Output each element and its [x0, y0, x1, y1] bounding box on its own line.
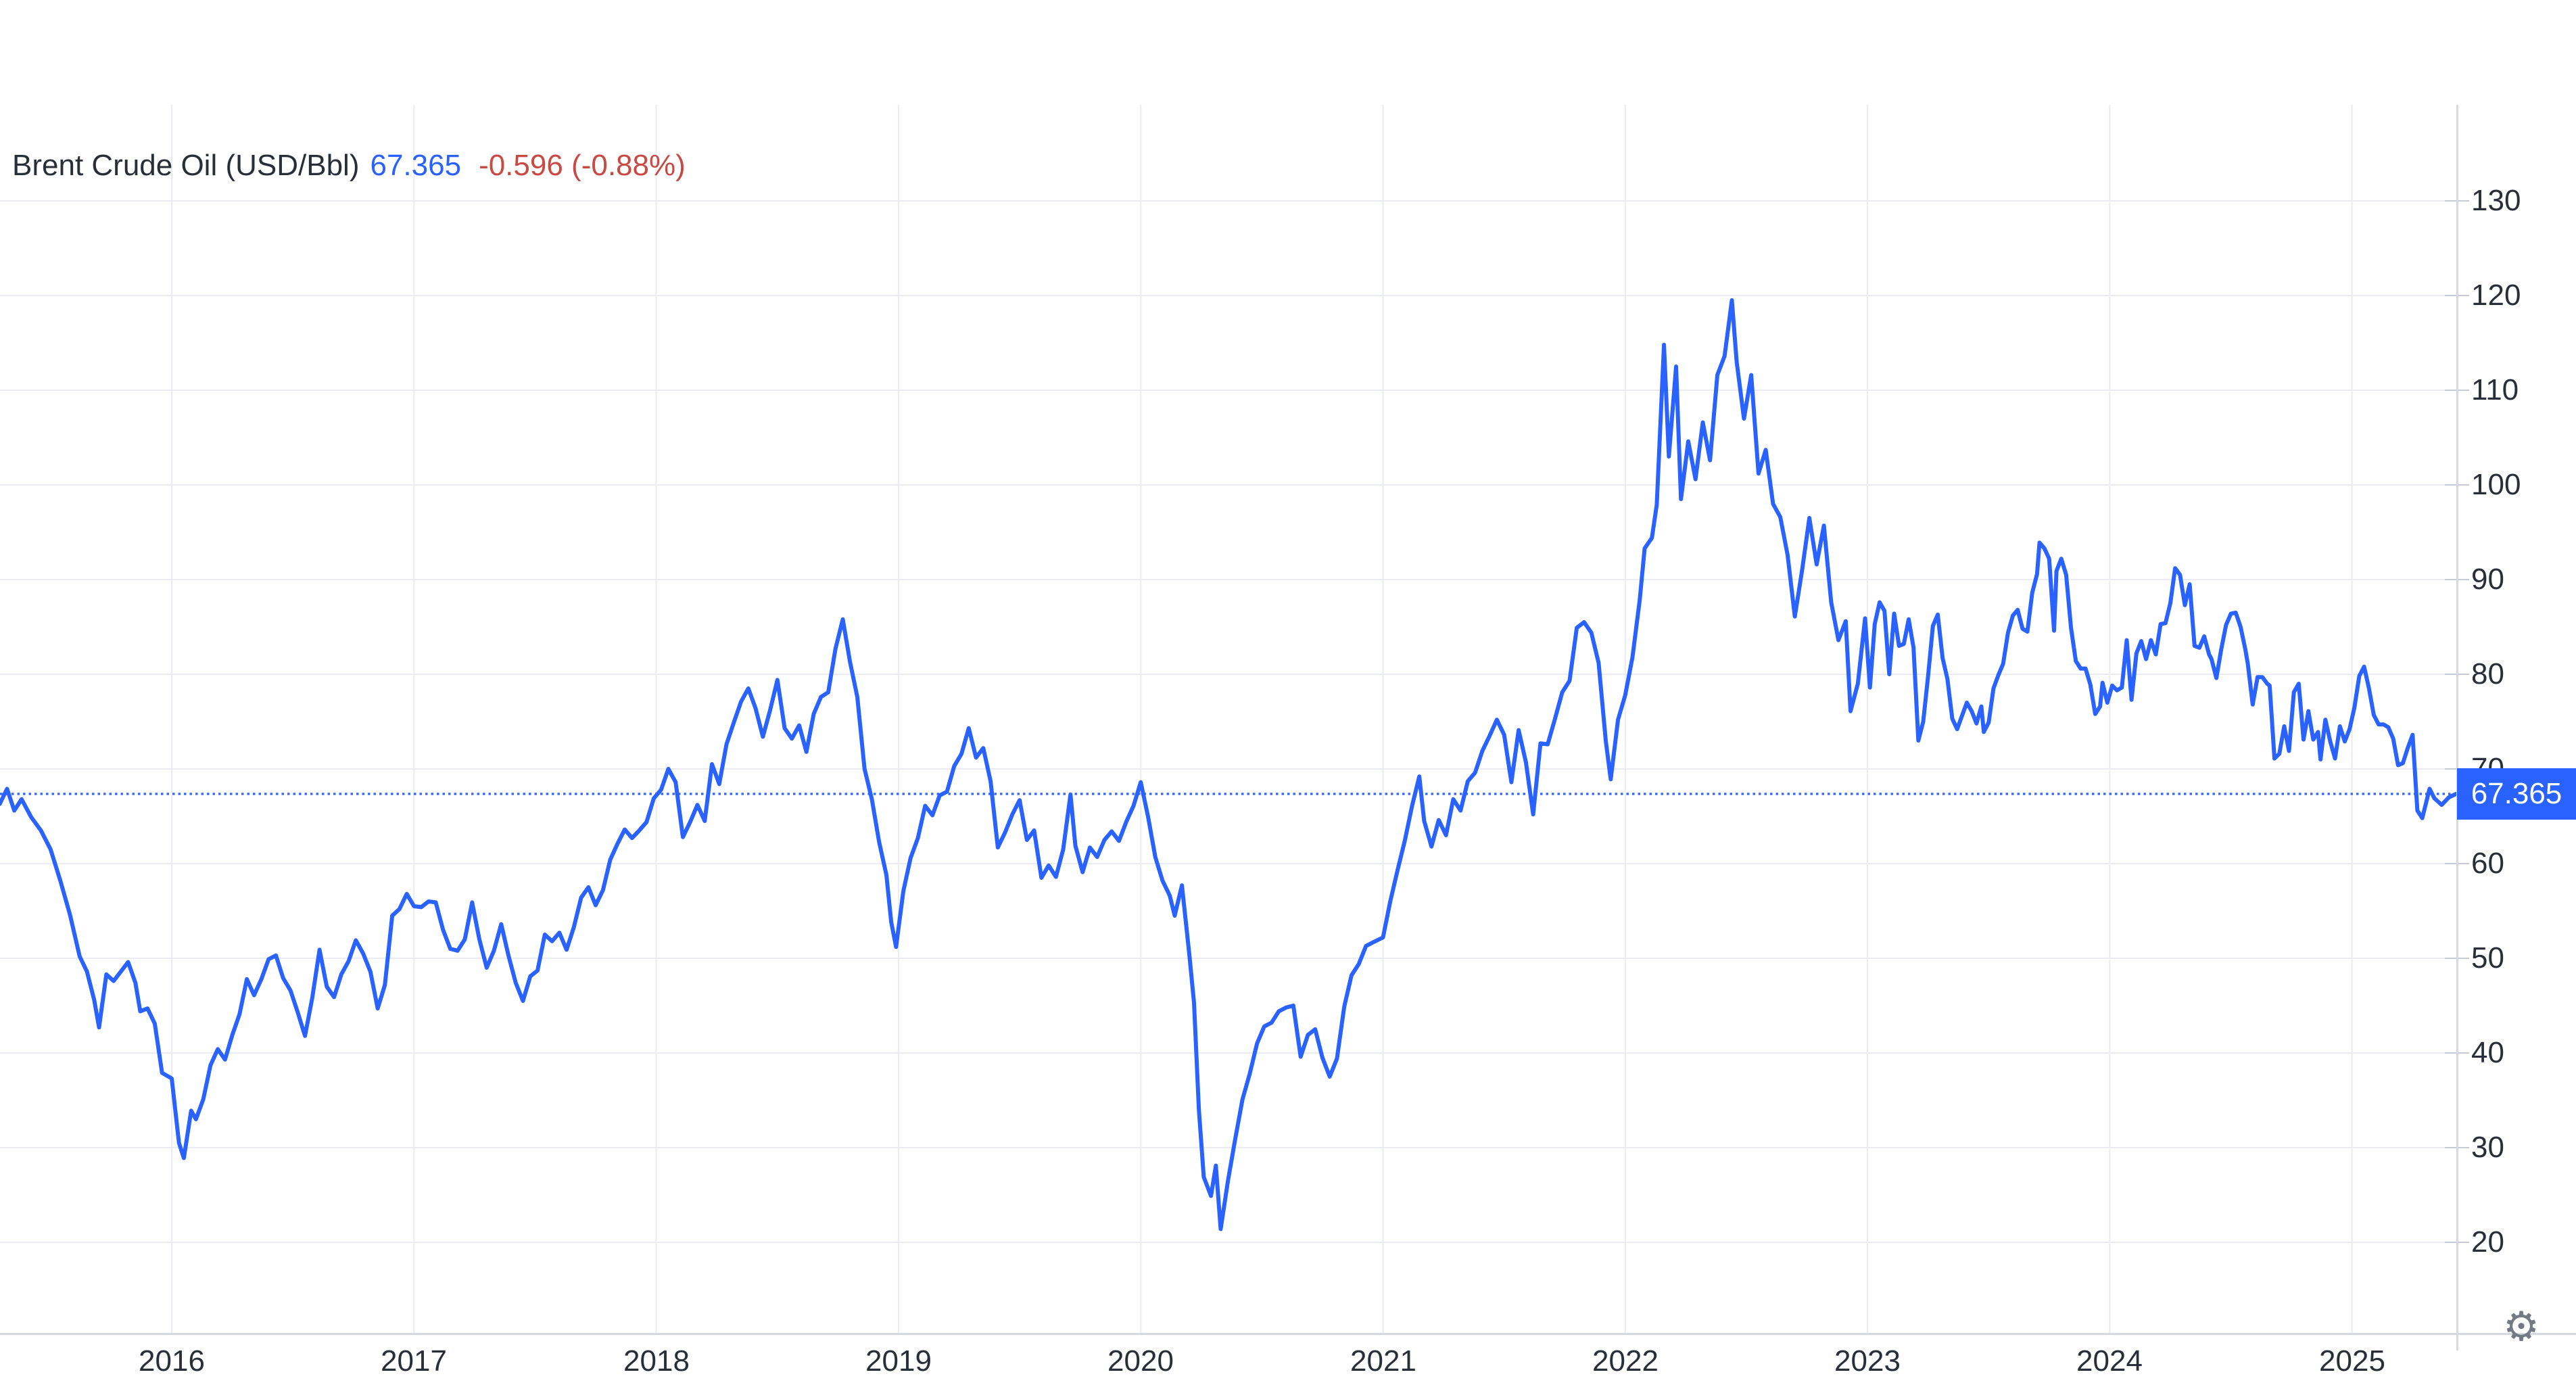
price-tick-label: 130: [2471, 184, 2521, 217]
year-tick-label: 2016: [139, 1344, 205, 1378]
price-tick-label: 40: [2471, 1036, 2504, 1069]
symbol-title: Brent Crude Oil (USD/Bbl): [12, 149, 360, 182]
year-tick-label: 2025: [2319, 1344, 2385, 1378]
year-tick-label: 2019: [865, 1344, 932, 1378]
price-tick-label: 50: [2471, 941, 2504, 975]
settings-gear-icon[interactable]: ⚙: [2503, 1303, 2539, 1351]
year-tick-label: 2024: [2076, 1344, 2143, 1378]
year-tick-label: 2022: [1592, 1344, 1659, 1378]
price-tick-label: 80: [2471, 657, 2504, 690]
price-tick-label: 90: [2471, 563, 2504, 596]
price-tick-label: 110: [2471, 373, 2519, 406]
time-scale-border: [0, 1333, 2576, 1335]
price-line-series: [0, 298, 2458, 1231]
price-tick-label: 120: [2471, 279, 2521, 312]
year-tick-label: 2021: [1350, 1344, 1416, 1378]
horizontal-gridlines: [0, 200, 2456, 1243]
year-tick-label: 2017: [381, 1344, 447, 1378]
year-tick-label: 2018: [623, 1344, 690, 1378]
last-price-badge: 67.365: [2457, 768, 2576, 820]
vertical-gridlines: [171, 105, 2353, 1333]
price-change-value: -0.596 (-0.88%): [479, 149, 686, 182]
price-tick-label: 20: [2471, 1225, 2504, 1259]
price-scale-border: [2456, 105, 2458, 1351]
year-tick-label: 2023: [1834, 1344, 1901, 1378]
last-price-value: 67.365: [370, 149, 462, 182]
price-tick-label: 100: [2471, 468, 2521, 501]
price-tick-label: 60: [2471, 847, 2504, 880]
price-tick-label: 30: [2471, 1131, 2504, 1164]
chart-legend: Brent Crude Oil (USD/Bbl) 67.365 -0.596 (-…: [12, 147, 686, 185]
year-tick-label: 2020: [1107, 1344, 1174, 1378]
